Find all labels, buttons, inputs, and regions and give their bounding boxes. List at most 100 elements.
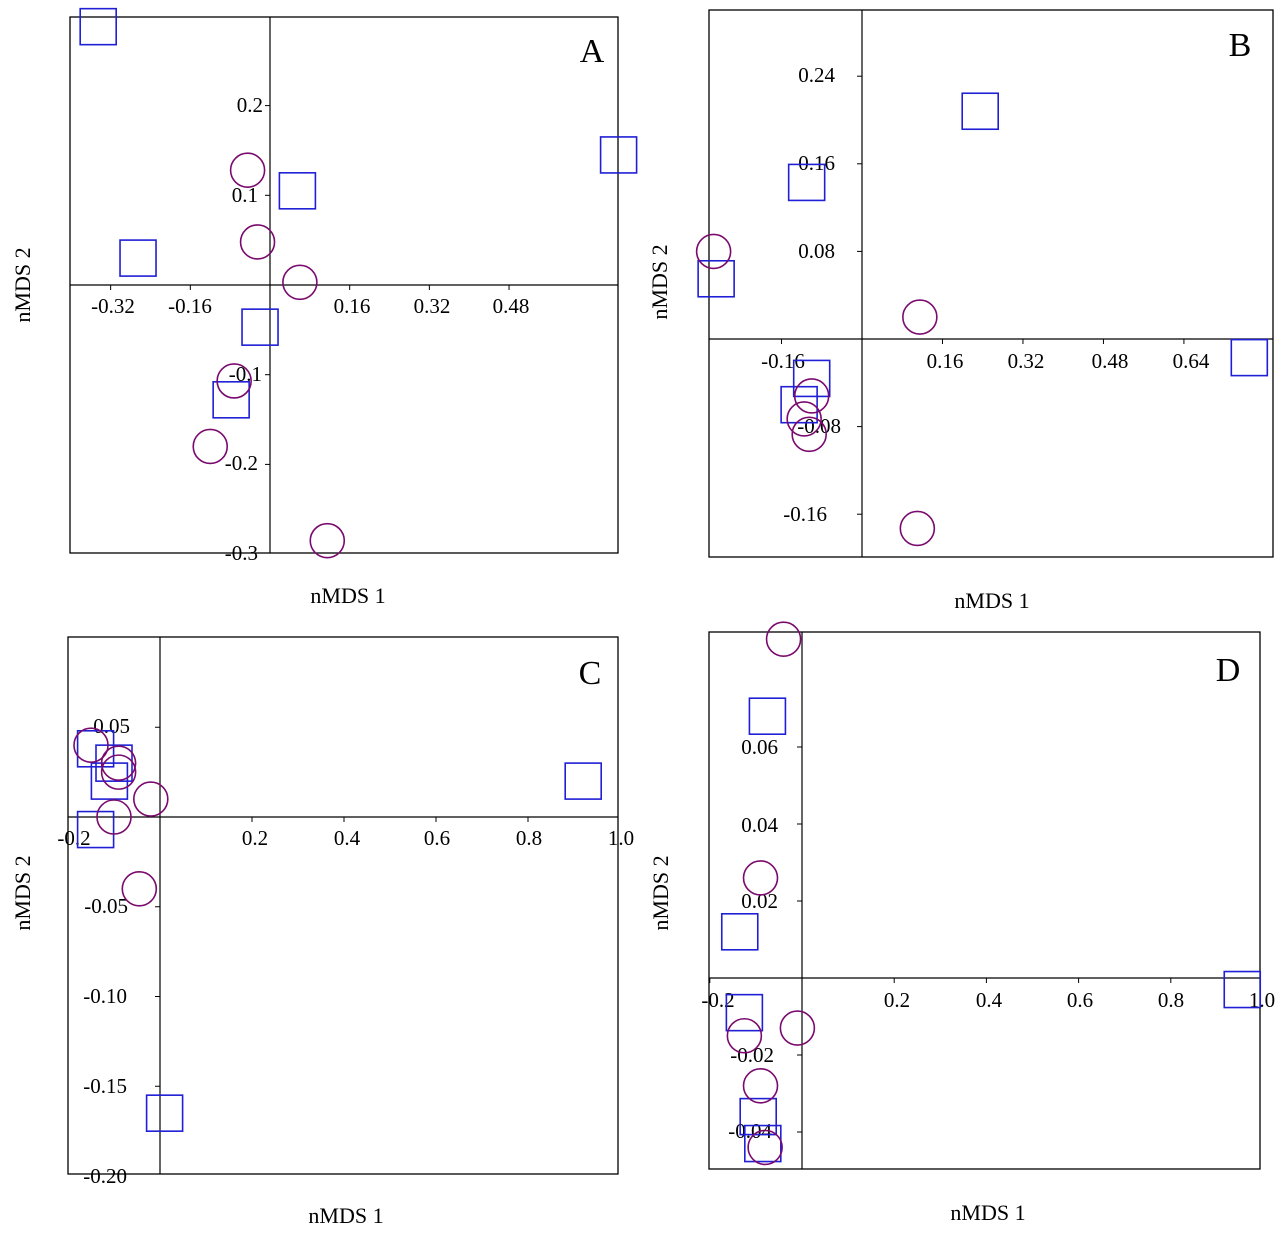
x-tick-label: 0.2 — [242, 826, 268, 850]
square-marker — [599, 136, 638, 174]
y-tick-label: -0.2 — [225, 451, 258, 475]
square-marker — [744, 1124, 782, 1163]
y-axis-label: nMDS 2 — [648, 855, 673, 930]
circle-marker — [742, 1068, 779, 1104]
x-tick-label: 0.64 — [1173, 349, 1210, 373]
y-tick-label: 0.02 — [741, 889, 778, 913]
square-marker — [780, 385, 818, 424]
circle-marker — [229, 152, 266, 188]
x-tick-label: 1.0 — [1249, 988, 1275, 1012]
y-tick-label: -0.16 — [783, 502, 827, 526]
square-marker — [564, 762, 603, 800]
square-marker — [787, 163, 826, 202]
panel-letter: C — [579, 655, 602, 692]
panel-letter: D — [1216, 652, 1241, 689]
circle-marker — [121, 870, 158, 907]
square-marker — [748, 697, 787, 736]
y-tick-label: 0.08 — [798, 239, 835, 263]
circle-marker — [282, 264, 318, 301]
circle-marker — [765, 621, 802, 658]
panel-D: -0.2 0.2 0.4 0.6 0.8 1.00.060.040.02-0.02-0.0… — [648, 621, 1275, 1225]
y-tick-label: 0.04 — [741, 813, 778, 837]
square-marker — [725, 993, 764, 1032]
square-marker — [119, 239, 157, 277]
x-tick-label: -0.2 — [701, 988, 734, 1012]
x-tick-label: 0.8 — [516, 826, 542, 850]
x-axis-label: nMDS 1 — [310, 583, 385, 608]
x-axis-label: nMDS 1 — [954, 588, 1029, 613]
plot-frame — [708, 9, 1274, 558]
y-tick-label: 0.06 — [741, 735, 778, 759]
x-tick-label: 0.48 — [493, 294, 530, 318]
square-marker — [90, 762, 129, 800]
circle-marker — [239, 224, 276, 260]
x-tick-label: 1.0 — [608, 826, 634, 850]
x-tick-label: 0.16 — [334, 294, 371, 318]
x-axis-label: nMDS 1 — [308, 1203, 383, 1228]
y-tick-label: 0.16 — [798, 151, 835, 175]
panel-C: -0.2 0.2 0.4 0.6 0.8 1.0 0.05 -0.05 -0.10 -0.15 -0… — [10, 636, 634, 1228]
x-tick-label: 0.32 — [414, 294, 451, 318]
square-marker — [1230, 338, 1269, 377]
y-axis-label: nMDS 2 — [10, 855, 35, 930]
square-marker — [961, 92, 1000, 131]
square-marker — [697, 259, 735, 298]
square-marker — [76, 810, 115, 849]
circle-marker — [309, 522, 346, 559]
circle-marker — [133, 781, 169, 817]
square-marker — [79, 7, 117, 46]
y-tick-label: 0.2 — [237, 93, 263, 117]
circle-marker — [216, 363, 252, 399]
square-marker — [212, 381, 250, 419]
panel-letter: B — [1229, 27, 1252, 64]
y-tick-label: -0.10 — [83, 984, 127, 1008]
circle-marker — [96, 799, 132, 835]
plot-frame — [67, 636, 619, 1175]
x-tick-label: 0.4 — [976, 988, 1003, 1012]
square-marker — [720, 912, 759, 951]
y-tick-label: -0.3 — [225, 541, 258, 565]
circle-marker — [192, 428, 229, 465]
square-marker — [792, 359, 831, 398]
x-tick-label: 0.32 — [1008, 349, 1045, 373]
circle-marker — [726, 1017, 763, 1054]
circle-marker — [100, 745, 137, 781]
y-tick-label: 0.24 — [798, 63, 835, 87]
x-tick-label: 0.6 — [424, 826, 450, 850]
x-tick-label: -0.32 — [91, 294, 135, 318]
circle-marker — [742, 860, 779, 896]
y-tick-label: -0.05 — [84, 894, 128, 918]
x-tick-label: -0.2 — [57, 826, 90, 850]
plot-frame — [708, 631, 1261, 1170]
panel-letter: A — [580, 33, 605, 70]
y-tick-label: -0.15 — [83, 1074, 127, 1098]
x-axis-label: nMDS 1 — [950, 1200, 1025, 1225]
y-tick-label: -0.02 — [730, 1043, 774, 1067]
x-tick-label: 0.6 — [1067, 988, 1093, 1012]
square-marker — [739, 1097, 778, 1136]
circle-marker — [695, 233, 732, 270]
y-tick-label: 0.05 — [93, 714, 130, 738]
square-marker — [241, 308, 279, 346]
circle-marker — [73, 727, 109, 764]
circle-marker — [793, 378, 830, 414]
square-marker — [1223, 970, 1262, 1009]
circle-marker — [791, 416, 827, 453]
circle-marker — [902, 299, 938, 335]
panel-A: -0.32 -0.16 0.16 0.32 0.480.20.1-0.1-0.2-0.3… — [10, 7, 638, 608]
circle-marker — [899, 510, 936, 547]
x-tick-label: 0.4 — [334, 826, 361, 850]
circle-marker — [779, 1010, 816, 1046]
x-tick-label: 0.16 — [927, 349, 964, 373]
y-tick-label: -0.20 — [83, 1164, 127, 1188]
circle-marker — [100, 754, 137, 790]
x-tick-label: 0.2 — [884, 988, 910, 1012]
square-marker — [145, 1094, 184, 1132]
x-tick-label: -0.16 — [168, 294, 212, 318]
circle-marker — [747, 1129, 783, 1166]
panel-B: -0.16 0.16 0.32 0.48 0.640.240.160.08-0.08-0… — [647, 9, 1274, 613]
x-tick-label: 0.8 — [1158, 988, 1184, 1012]
x-tick-label: 0.48 — [1092, 349, 1129, 373]
